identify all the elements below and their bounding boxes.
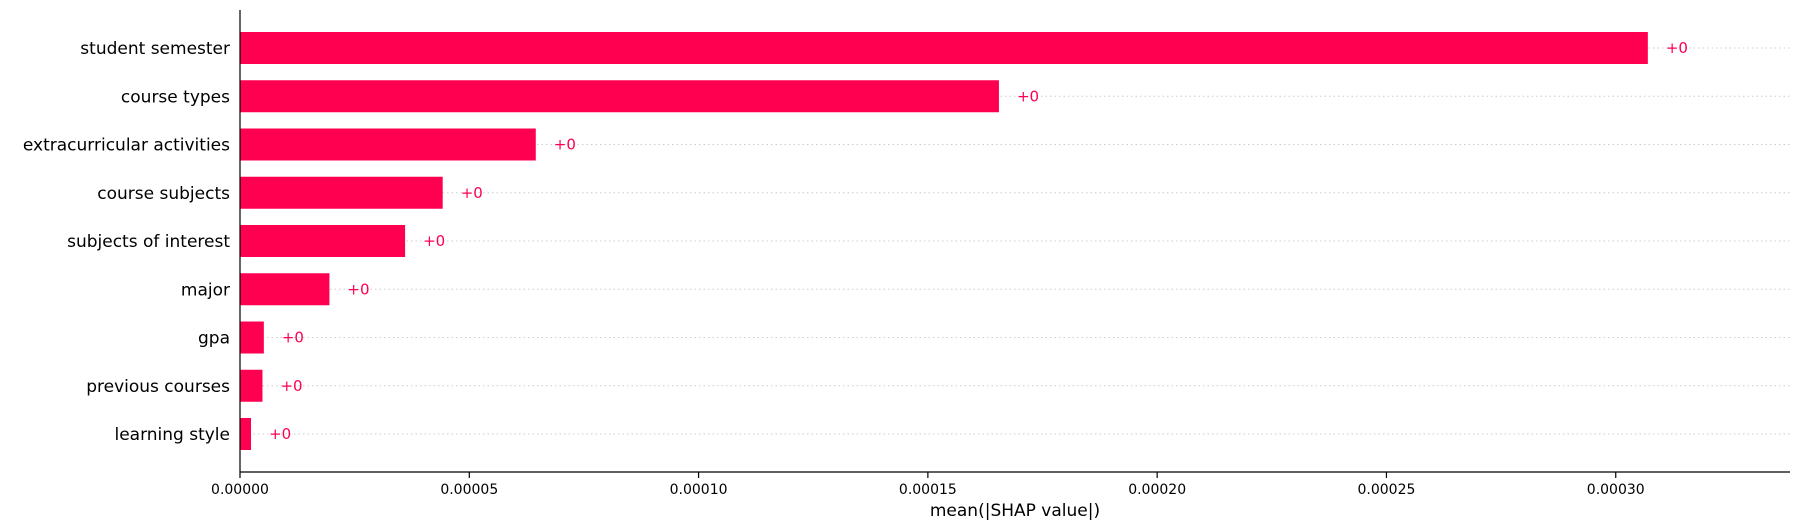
category-label-extracurricular-activities: extracurricular activities xyxy=(23,136,230,156)
data-label-course-subjects: +0 xyxy=(461,184,483,202)
bars xyxy=(240,32,1648,450)
data-label-extracurricular-activities: +0 xyxy=(554,136,576,154)
bar-major xyxy=(240,273,330,306)
bar-previous-courses xyxy=(240,369,263,402)
category-label-course-types: course types xyxy=(121,87,230,107)
x-tick-label: 0.00010 xyxy=(670,482,728,498)
data-label-learning-style: +0 xyxy=(269,425,291,443)
x-tick-label: 0.00030 xyxy=(1587,482,1645,498)
data-label-major: +0 xyxy=(347,280,369,298)
data-label-gpa: +0 xyxy=(282,329,304,347)
x-tick-label: 0.00000 xyxy=(211,482,269,498)
category-label-student-semester: student semester xyxy=(80,39,230,59)
data-label-previous-courses: +0 xyxy=(280,377,302,395)
data-label-student-semester: +0 xyxy=(1666,39,1688,57)
bar-gpa xyxy=(240,321,264,354)
bar-course-types xyxy=(240,80,999,113)
x-axis-ticks: 0.00000 0.00005 0.00010 0.00015 0.00020 0.000… xyxy=(211,472,1645,498)
data-labels: +0 +0 +0 +0 +0 +0 +0 +0 +0 xyxy=(269,39,1688,443)
x-tick-label: 0.00005 xyxy=(440,482,498,498)
category-label-subjects-of-interest: subjects of interest xyxy=(67,232,230,252)
data-label-subjects-of-interest: +0 xyxy=(423,232,445,250)
x-axis-title: mean(|SHAP value|) xyxy=(930,501,1100,521)
category-label-previous-courses: previous courses xyxy=(86,377,230,397)
data-label-course-types: +0 xyxy=(1017,87,1039,105)
x-tick-label: 0.00020 xyxy=(1128,482,1186,498)
grid-lines xyxy=(240,47,1790,435)
category-label-major: major xyxy=(181,280,230,300)
bar-subjects-of-interest xyxy=(240,225,406,257)
category-labels: student semester course types extracurricu… xyxy=(23,39,230,445)
category-label-learning-style: learning style xyxy=(114,425,230,445)
bar-extracurricular-activities xyxy=(240,128,536,161)
category-label-course-subjects: course subjects xyxy=(97,184,230,204)
bar-learning-style xyxy=(240,418,252,450)
bar-student-semester xyxy=(240,32,1648,64)
x-tick-label: 0.00025 xyxy=(1357,482,1415,498)
x-tick-label: 0.00015 xyxy=(899,482,957,498)
category-label-gpa: gpa xyxy=(198,329,230,349)
bar-course-subjects xyxy=(240,176,443,209)
